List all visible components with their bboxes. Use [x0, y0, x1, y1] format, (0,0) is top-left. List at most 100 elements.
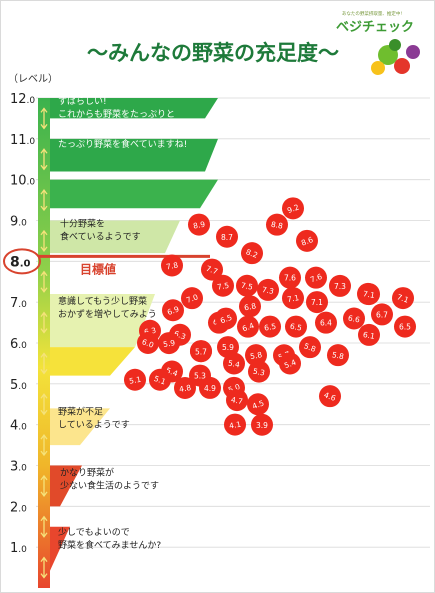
participant-dot-circle	[237, 315, 259, 338]
zone-label: 少ない食生活のようです	[60, 480, 159, 492]
participant-dot-circle	[174, 377, 196, 399]
participant-dot-circle	[394, 315, 416, 338]
participant-dot-label: 5.8	[303, 341, 318, 354]
y-tick-label: 10.0	[10, 174, 35, 189]
participant-dot-label: 5.8	[249, 350, 263, 361]
vegetable-icon	[389, 39, 401, 51]
participant-dot: 6.5	[259, 315, 281, 338]
participant-dots: 9.2 8.9 8.7 8.8 8.2 8.6 7.8 7.6 7.5 7.7 7.6 7.5 7.3 7…	[124, 197, 416, 436]
y-tick-label: 5.0	[10, 378, 27, 393]
participant-dot: 8.6	[296, 229, 318, 252]
zone-label: 十分野菜を	[60, 218, 105, 230]
participant-dot-label: 4.5	[251, 398, 266, 411]
axis-arrow-icon	[40, 474, 48, 498]
participant-dot-label: 5.1	[128, 375, 142, 386]
participant-dot: 8.2	[241, 242, 263, 265]
participant-dot: 4.6	[319, 385, 341, 408]
participant-dot-label: 7.1	[311, 298, 323, 307]
participant-dot-circle	[257, 278, 279, 301]
participant-dot: 7.6	[305, 266, 327, 289]
y-tick-label: 8.0	[10, 254, 31, 270]
participant-dot-circle	[251, 413, 273, 436]
participant-dot-circle	[279, 266, 301, 289]
participant-dot-label: 5.4	[283, 358, 298, 371]
participant-dot-circle	[282, 197, 304, 220]
participant-dot: 4.9	[199, 376, 221, 399]
participant-dot-label: 6.8	[243, 301, 257, 312]
participant-dot-circle	[226, 389, 248, 412]
participant-dot-label: 7.0	[185, 292, 200, 305]
zone-label: 意識してもう少し野菜	[58, 295, 147, 307]
y-tick-label: 6.0	[10, 337, 27, 352]
participant-dot-circle	[201, 258, 223, 281]
participant-dot-label: 6.3	[143, 326, 157, 337]
level-zone	[44, 138, 218, 172]
participant-dot: 5.8	[299, 336, 321, 359]
participant-dot-label: 5.9	[162, 338, 176, 349]
participant-dot-circle	[392, 287, 414, 310]
participant-dot: 4.5	[247, 393, 269, 416]
logo-brand: ベジチェック	[336, 20, 414, 35]
participant-dot-circle	[239, 295, 261, 318]
participant-dot: 7.1	[358, 283, 380, 306]
axis-arrow-icon	[40, 515, 48, 538]
participant-dot: 7.3	[257, 278, 279, 301]
participant-dot-label: 4.8	[178, 383, 192, 394]
participant-dot-circle	[247, 393, 269, 416]
participant-dot: 6.6	[343, 307, 365, 330]
participant-dot-circle	[215, 307, 237, 330]
participant-dot: 6.1	[358, 323, 380, 346]
zone-label: しているようです	[58, 419, 130, 430]
participant-dot: 4.7	[226, 389, 248, 412]
participant-dot: 8.7	[216, 225, 238, 248]
zone-label: 少しでもよいので	[58, 527, 130, 538]
participant-dot-circle	[223, 352, 245, 375]
participant-dot-label: 6.5	[399, 323, 411, 332]
level-zone	[44, 98, 218, 119]
participant-dot-circle	[358, 323, 380, 346]
y-tick-label: 9.0	[10, 215, 27, 230]
participant-dot-circle	[358, 283, 380, 306]
participant-dot-label: 7.1	[286, 293, 300, 304]
level-zone	[44, 294, 155, 348]
participant-dot-circle	[245, 344, 267, 367]
participant-dot: 6.5	[215, 307, 237, 330]
participant-dot: 6.5	[394, 315, 416, 338]
y-tick-label: 7.0	[10, 296, 27, 311]
participant-dot-label: 8.2	[245, 247, 260, 260]
participant-dot-label: 6.5	[219, 313, 234, 326]
zone-label: 食べているようです	[60, 231, 141, 243]
participant-dot: 7.6	[279, 266, 301, 289]
level-zone	[44, 179, 218, 209]
axis-arrow-icon	[40, 393, 48, 416]
participant-dot-circle	[188, 213, 210, 236]
level-axis	[38, 98, 50, 588]
participant-dot: 5.4	[279, 352, 301, 375]
participant-dot-circle	[266, 213, 288, 236]
participant-dot-circle	[161, 254, 183, 277]
participant-dot-label: 5.9	[222, 343, 234, 352]
axis-arrow-icon	[40, 188, 48, 212]
participant-dot-label: 5.1	[153, 374, 168, 387]
y-tick-label: 4.0	[10, 419, 27, 434]
participant-dot-circle	[137, 332, 159, 354]
participant-dot-circle	[282, 287, 304, 310]
participant-dot: 6.8	[239, 295, 261, 318]
participant-dot-circle	[149, 368, 171, 391]
participant-dot-label: 6.4	[241, 321, 256, 334]
y-tick-label: 3.0	[10, 460, 27, 475]
participant-dot-label: 6.0	[141, 337, 156, 350]
participant-dot-circle	[124, 368, 146, 391]
participant-dot-circle	[162, 299, 184, 322]
vegetable-icon	[406, 45, 420, 59]
participant-dot-circle	[296, 229, 318, 252]
participant-dot-circle	[248, 360, 270, 383]
participant-dot: 9.2	[282, 197, 304, 220]
participant-dot-label: 9.2	[286, 202, 301, 215]
participant-dot: 5.8	[245, 344, 267, 367]
vegetable-icon	[371, 61, 385, 75]
participant-dot-circle	[259, 315, 281, 338]
level-zone	[44, 220, 180, 254]
participant-dot: 7.1	[392, 287, 414, 310]
